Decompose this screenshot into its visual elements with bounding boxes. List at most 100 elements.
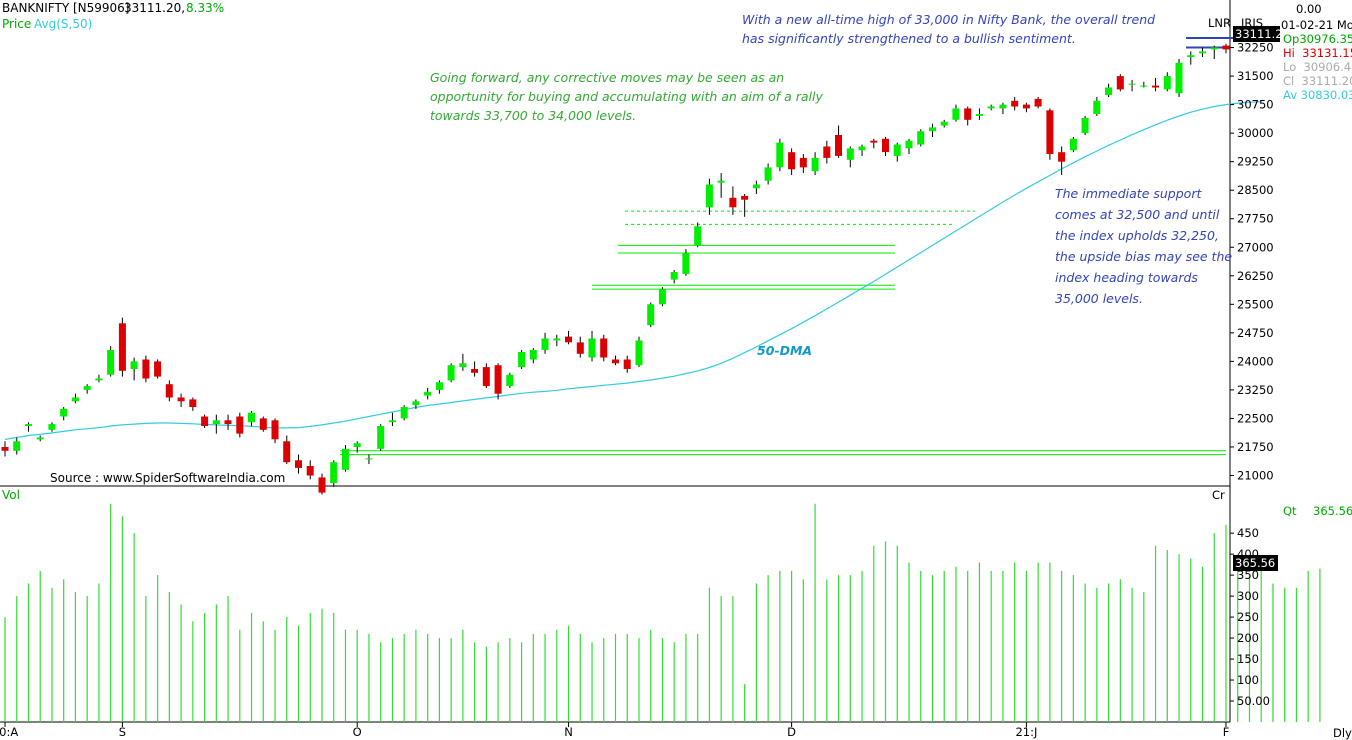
candle-body: [588, 338, 596, 358]
candle-body: [553, 338, 561, 341]
annotation-mid-3: towards 33,700 to 34,000 levels.: [430, 108, 636, 123]
candle-body: [752, 184, 760, 189]
candle-body: [201, 416, 209, 426]
candle-body: [576, 342, 584, 354]
volume-tick-label: 100: [1237, 673, 1259, 687]
legend-avg: Avg(S,50): [34, 17, 92, 31]
annotation-right-3: the index upholds 32,250,: [1055, 228, 1219, 243]
candle-body: [999, 104, 1007, 109]
price-tick-label: 26250: [1237, 269, 1274, 283]
time-tick-label: N: [564, 725, 573, 739]
candle-body: [377, 426, 385, 449]
horizontal-levels: [340, 37, 1240, 456]
candle-body: [48, 424, 56, 430]
avg-value: Av 30830.03: [1283, 88, 1352, 102]
candle-body: [341, 448, 349, 470]
candle-body: [565, 336, 572, 343]
volume-tick-label: 450: [1237, 526, 1259, 540]
candle-body: [283, 441, 291, 463]
candle-body: [1081, 117, 1089, 134]
candle-body: [1163, 76, 1171, 90]
price-tick-label: 21000: [1237, 468, 1274, 482]
candle-body: [729, 197, 737, 208]
volume-bars: [4, 503, 1321, 722]
time-tick-label: D: [787, 725, 796, 739]
candle-body: [635, 340, 643, 366]
volume-tick-label: 250: [1237, 610, 1259, 624]
candle-body: [1069, 138, 1077, 151]
candle-body: [1034, 98, 1042, 107]
corner-value: 0.00: [1296, 2, 1322, 16]
price-tick-label: 24000: [1237, 354, 1274, 368]
qt-label: Qt: [1283, 504, 1297, 518]
candle-body: [60, 408, 68, 417]
candle-body: [177, 397, 185, 402]
candle-body: [705, 184, 713, 208]
candle-body: [1022, 104, 1030, 109]
candle-body: [612, 359, 619, 364]
candle-body: [741, 195, 749, 200]
candle-body: [154, 361, 162, 377]
price-tick-label: 31500: [1237, 69, 1274, 83]
volume-tick-label: 50.00: [1237, 694, 1270, 708]
candle-body: [224, 420, 232, 425]
candle-body: [107, 350, 115, 375]
candle-body: [952, 108, 960, 120]
high-value: Hi 33131.15: [1283, 46, 1352, 60]
candle-body: [83, 386, 91, 390]
price-tick-label: 29250: [1237, 155, 1274, 169]
candle-body: [71, 397, 79, 402]
candle-body: [1152, 85, 1159, 88]
candle-body: [36, 437, 44, 440]
candle-body: [917, 131, 925, 145]
candle-body: [1116, 76, 1124, 90]
candle-body: [506, 374, 514, 387]
candle-body: [776, 142, 784, 168]
volume-tick-label: 200: [1237, 631, 1259, 645]
candle-body: [1175, 62, 1183, 94]
annotation-right-6: 35,000 levels.: [1055, 291, 1143, 306]
qt-value: 365.56: [1313, 504, 1352, 518]
dly-label: Dly: [1333, 726, 1352, 740]
candle-body: [189, 399, 197, 407]
price-tick-label: 30000: [1237, 126, 1274, 140]
candle-body: [975, 114, 983, 116]
candle-body: [165, 384, 173, 398]
candle-body: [424, 391, 432, 396]
legend-price: Price: [2, 17, 31, 31]
candle-body: [142, 359, 150, 379]
candle-body: [823, 146, 831, 158]
candle-body: [893, 144, 901, 156]
candlesticks: [1, 43, 1230, 495]
candle-body: [799, 157, 807, 168]
candle-body: [1105, 87, 1113, 96]
date-label: 01-02-21 Mo: [1281, 18, 1352, 32]
candle-body: [400, 407, 408, 419]
candle-body: [365, 458, 373, 460]
candle-body: [1187, 55, 1195, 58]
price-tag-bg: [1233, 26, 1280, 42]
price-tick-label: 25500: [1237, 297, 1274, 311]
change-pct-label: 8.33%: [186, 1, 224, 15]
candle-body: [482, 367, 490, 387]
candle-body: [905, 140, 913, 149]
time-tick-label: S: [119, 725, 126, 739]
annotation-top-1: With a new all-time high of 33,000 in Ni…: [742, 12, 1155, 27]
low-value: Lo 30906.45: [1283, 60, 1352, 74]
time-tick-label: F: [1223, 725, 1230, 739]
candle-body: [1222, 45, 1230, 50]
candle-body: [811, 157, 819, 172]
annotation-right-4: the upside bias may see the: [1055, 249, 1232, 264]
annotation-right-5: index heading towards: [1055, 270, 1198, 285]
candle-body: [435, 382, 443, 390]
candle-body: [694, 226, 702, 246]
candle-body: [353, 443, 361, 447]
price-tick-label: 28500: [1237, 183, 1274, 197]
candle-body: [846, 148, 854, 160]
moving-average-line: [4, 101, 1262, 440]
volume-tick-label: 300: [1237, 589, 1259, 603]
last-price-label: 33111.20,: [124, 1, 185, 15]
candle-body: [1140, 85, 1148, 87]
time-tick-label: O: [353, 725, 362, 739]
